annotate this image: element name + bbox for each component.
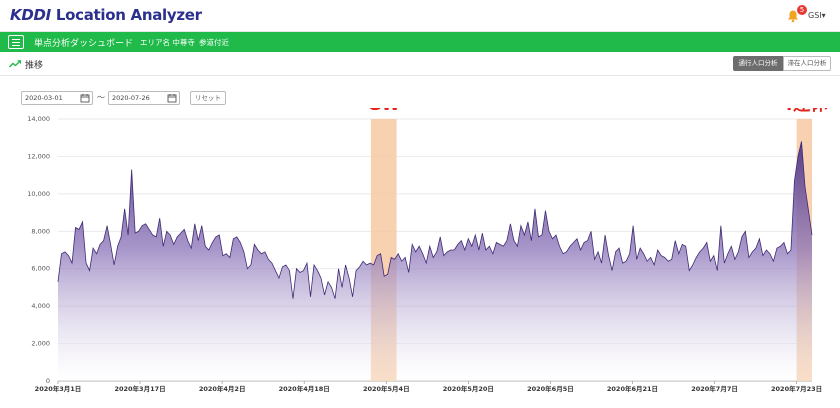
x-tick-label: 2020年3月1日	[35, 384, 82, 393]
tab-passerby-analysis[interactable]: 通行人口分析	[733, 56, 783, 71]
y-tick-label: 6,000	[31, 265, 50, 273]
y-tick-label: 12,000	[27, 152, 50, 160]
top-header: KDDI Location Analyzer 5 GSI▾	[0, 0, 840, 32]
dashboard-title: 単点分析ダッシュボード	[34, 39, 134, 49]
sub-area-name: 参道付近	[199, 38, 229, 47]
user-menu[interactable]: GSI▾	[808, 11, 826, 20]
y-tick-label: 8,000	[31, 227, 50, 235]
highlight-label: 4連休	[781, 108, 828, 115]
section-header: 推移 通行人口分析 滞在人口分析	[0, 52, 840, 76]
section-title: 推移	[25, 61, 44, 71]
end-date-input[interactable]: 2020-07-26	[108, 91, 180, 105]
nav-bar: 単点分析ダッシュボード エリア名 中尊寺 参道付近	[0, 32, 840, 52]
calendar-icon[interactable]	[167, 93, 177, 103]
date-range-separator: ～	[97, 93, 105, 102]
y-tick-label: 14,000	[27, 115, 50, 123]
area-name: エリア名 中尊寺	[140, 38, 195, 47]
y-tick-label: 2,000	[31, 340, 50, 348]
x-tick-label: 2020年7月7日	[691, 384, 738, 393]
logo-brand: KDDI	[10, 6, 51, 24]
series-line	[57, 141, 813, 299]
logo-text: Location Analyzer	[50, 6, 202, 24]
y-tick-label: 4,000	[31, 302, 50, 310]
trend-line-icon	[9, 60, 21, 68]
reset-button[interactable]: リセット	[190, 91, 226, 105]
highlight-label: GW	[367, 108, 400, 115]
x-tick-label: 2020年7月23日	[771, 384, 822, 393]
y-tick-label: 0	[46, 377, 50, 385]
calendar-icon[interactable]	[80, 93, 90, 103]
x-tick-label: 2020年5月20日	[443, 384, 494, 393]
y-tick-label: 10,000	[27, 190, 50, 198]
start-date-input[interactable]: 2020-03-01	[21, 91, 93, 105]
menu-line-icon	[12, 39, 20, 41]
x-tick-label: 2020年4月18日	[279, 384, 330, 393]
app-logo[interactable]: KDDI Location Analyzer	[10, 6, 202, 24]
x-tick-label: 2020年4月2日	[199, 384, 246, 393]
x-tick-label: 2020年5月4日	[363, 384, 410, 393]
tab-stay-analysis[interactable]: 滞在人口分析	[783, 56, 831, 71]
traffic-area-chart: 02,0004,0006,0008,00010,00012,00014,000 …	[27, 108, 828, 393]
end-date-value: 2020-07-26	[112, 94, 150, 102]
x-tick-label: 2020年6月5日	[527, 384, 574, 393]
notification-badge: 5	[797, 5, 807, 15]
menu-line-icon	[12, 45, 20, 47]
menu-line-icon	[12, 42, 20, 44]
series-area	[58, 141, 812, 381]
hamburger-menu-button[interactable]	[8, 35, 24, 49]
highlight-annotations: GW 4連休	[367, 108, 828, 115]
start-date-value: 2020-03-01	[25, 94, 63, 102]
x-tick-label: 2020年3月17日	[114, 384, 165, 393]
bell-icon[interactable]	[786, 9, 800, 23]
x-axis-ticks: 2020年3月1日 2020年3月17日 2020年4月2日 2020年4月18日 20…	[35, 381, 822, 393]
x-tick-label: 2020年6月21日	[607, 384, 658, 393]
y-axis-ticks: 0 2,000 4,000 6,000 8,000 10,000 12,000 14,000	[27, 115, 50, 385]
